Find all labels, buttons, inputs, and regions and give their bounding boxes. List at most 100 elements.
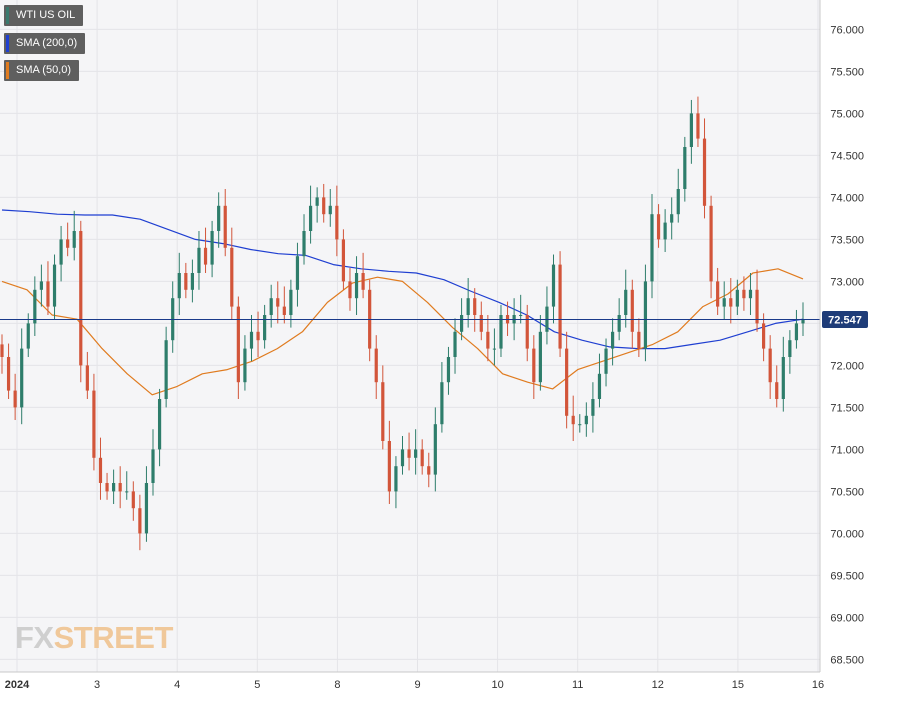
candle-body <box>184 273 188 290</box>
candle-body <box>433 424 437 475</box>
candle-body <box>519 315 523 316</box>
candle-body <box>801 319 805 324</box>
candle-body <box>624 289 628 315</box>
candle-body <box>249 331 254 349</box>
y-tick-label: 68.500 <box>830 654 864 666</box>
candle-body <box>794 323 799 341</box>
legend-instrument-label: WTI US OIL <box>16 9 76 21</box>
y-tick-label: 70.500 <box>830 486 864 498</box>
x-tick-label: 15 <box>732 679 744 691</box>
y-tick-label: 72.000 <box>830 360 864 372</box>
candle-body <box>276 298 280 307</box>
candle-body <box>643 281 648 349</box>
candle-body <box>341 239 346 282</box>
candle-body <box>85 365 89 391</box>
candle-body <box>190 273 195 290</box>
logo-street: STREET <box>53 620 174 655</box>
candle-body <box>420 449 424 467</box>
candle-body <box>72 231 76 248</box>
candle-body <box>709 205 713 282</box>
candle-body <box>617 315 621 332</box>
candle-body <box>263 315 267 341</box>
candle-body <box>735 289 739 307</box>
candle-body <box>0 344 4 357</box>
candle-body <box>177 273 181 299</box>
candle-body <box>584 415 588 425</box>
candle-body <box>197 247 201 273</box>
y-tick-label: 75.000 <box>830 108 864 120</box>
candle-body <box>630 289 634 332</box>
legend-sma50[interactable]: SMA (50,0) <box>4 60 80 81</box>
candle-body <box>289 289 293 315</box>
y-tick-label: 76.000 <box>830 24 864 36</box>
candle-body <box>610 331 615 349</box>
x-tick-label: 5 <box>254 679 260 691</box>
candle-body <box>269 298 273 315</box>
candle-body <box>118 483 122 492</box>
candle-body <box>125 491 129 493</box>
candle-body <box>637 331 641 349</box>
candle-body <box>683 147 687 189</box>
candle-body <box>486 331 490 349</box>
candle-body <box>381 382 385 441</box>
candle-body <box>755 289 759 324</box>
candle-body <box>591 399 595 416</box>
x-tick-label: 9 <box>414 679 420 691</box>
candle-body <box>492 348 497 350</box>
x-tick-label: 3 <box>94 679 100 691</box>
candle-body <box>499 315 503 349</box>
candle-body <box>565 348 569 416</box>
candle-body <box>781 357 785 399</box>
candle-body <box>571 415 575 425</box>
candle-body <box>374 348 378 383</box>
candle-body <box>696 113 700 139</box>
candle-body <box>39 281 43 290</box>
x-tick-label: 4 <box>174 679 180 691</box>
legend-sma200-label: SMA (200,0) <box>16 37 78 49</box>
candle-body <box>407 449 411 458</box>
y-tick-label: 74.000 <box>830 192 864 204</box>
candle-body <box>650 214 654 282</box>
x-tick-label: 8 <box>334 679 340 691</box>
candle-body <box>138 508 142 534</box>
candle-body <box>92 390 96 458</box>
candle-body <box>59 239 63 265</box>
candle-body <box>670 214 674 223</box>
y-tick-label: 69.000 <box>830 612 864 624</box>
candle-body <box>13 390 17 408</box>
y-tick-label: 74.500 <box>830 150 864 162</box>
sma50-swatch <box>6 62 9 79</box>
candle-body <box>604 348 608 374</box>
x-tick-label: 10 <box>491 679 503 691</box>
instrument-swatch <box>6 7 9 24</box>
price-badge-bg <box>822 311 868 328</box>
legend-instrument[interactable]: WTI US OIL <box>4 5 84 26</box>
candle-body <box>466 298 470 315</box>
candle-body <box>308 205 313 231</box>
candle-body <box>131 491 135 509</box>
candle-body <box>157 399 162 450</box>
x-tick-label: 11 <box>572 679 583 691</box>
candle-body <box>79 231 83 366</box>
candle-body <box>33 289 37 324</box>
sma200-swatch <box>6 35 9 52</box>
candle-body <box>656 214 661 240</box>
candle-body <box>446 357 451 383</box>
candle-body <box>52 264 57 307</box>
candle-body <box>315 197 319 206</box>
legend-sma200[interactable]: SMA (200,0) <box>4 33 86 54</box>
candle-body <box>762 323 766 349</box>
candle-body <box>742 289 746 299</box>
legend-sma50-label: SMA (50,0) <box>16 64 72 76</box>
y-tick-label: 75.500 <box>830 66 864 78</box>
candle-body <box>282 306 286 315</box>
current-price-badge: 72.547 <box>822 311 868 328</box>
candle-body <box>689 113 693 147</box>
candle-body <box>230 247 234 307</box>
candle-body <box>243 348 247 383</box>
candle-body <box>748 289 753 299</box>
candle-body <box>295 256 300 290</box>
candle-body <box>46 281 50 307</box>
candle-body <box>729 298 733 307</box>
